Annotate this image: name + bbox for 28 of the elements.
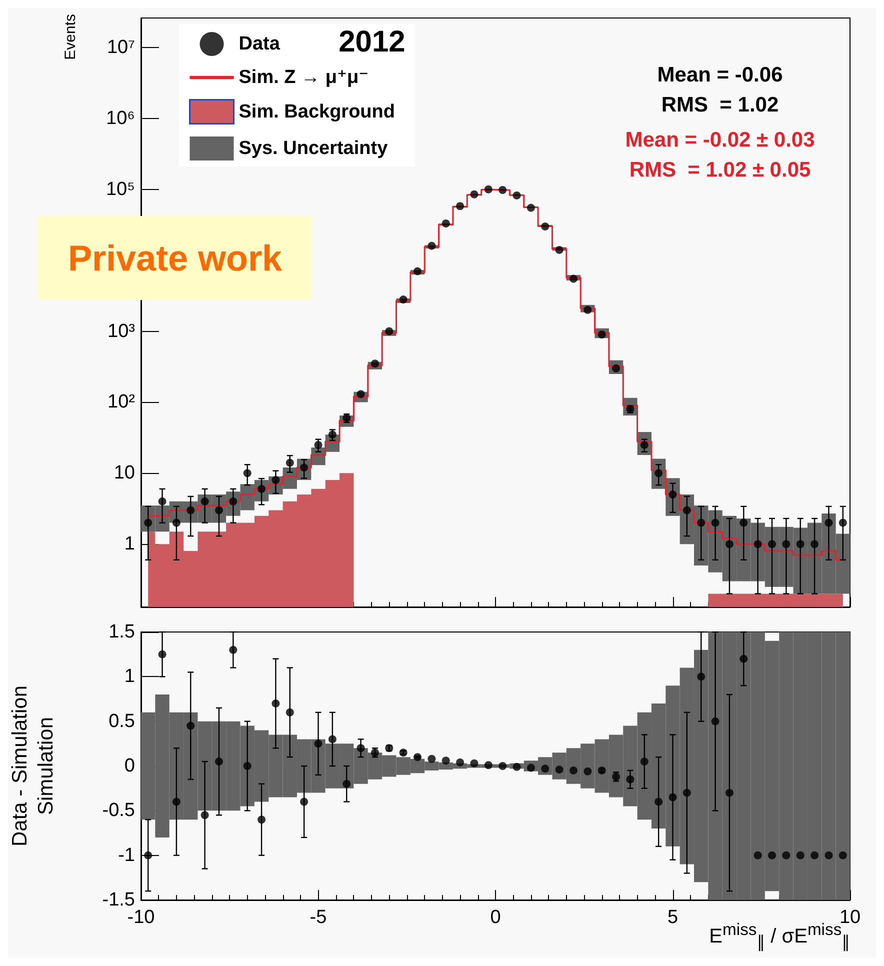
legend-label: Sim. Z → μ⁺μ⁻ (238, 67, 369, 88)
y-tick-label: 10⁶ (106, 108, 135, 129)
y-tick-label: 10 (114, 462, 135, 484)
y-tick-label: -1 (118, 844, 135, 866)
legend-label: Sim. Background (238, 101, 395, 122)
y-tick-label: 10⁵ (106, 178, 135, 200)
annotation: Mean = -0.06 (657, 64, 783, 86)
y-tick-label: 0 (124, 756, 135, 776)
y-tick-label: 0.5 (108, 710, 135, 732)
y-axis-title: Data - Simulation Simulation (8, 685, 58, 847)
annotation: Mean = -0.02 ± 0.03 (625, 128, 815, 152)
y-tick-label: 1 (124, 534, 135, 555)
legend-label: Sys. Uncertainty (238, 138, 388, 159)
annotation: 2012 (338, 26, 406, 58)
y-tick-label: 1 (124, 666, 135, 688)
x-tick-label: -5 (310, 907, 327, 928)
y-axis-title: Events (62, 14, 79, 60)
annotation: Private work (68, 238, 284, 278)
legend-label: Data (238, 34, 280, 54)
x-tick-label: 5 (667, 907, 678, 928)
y-tick-label: 10³ (108, 320, 135, 342)
y-tick-label: 10⁷ (106, 36, 136, 58)
y-tick-label: -0.5 (102, 800, 135, 822)
annotation: RMS = 1.02 ± 0.05 (629, 158, 812, 182)
y-tick-label: 10² (108, 392, 135, 413)
annotation: RMS = 1.02 (661, 94, 779, 116)
y-tick-label: 1.5 (108, 622, 135, 642)
x-tick-label: 0 (490, 907, 501, 928)
